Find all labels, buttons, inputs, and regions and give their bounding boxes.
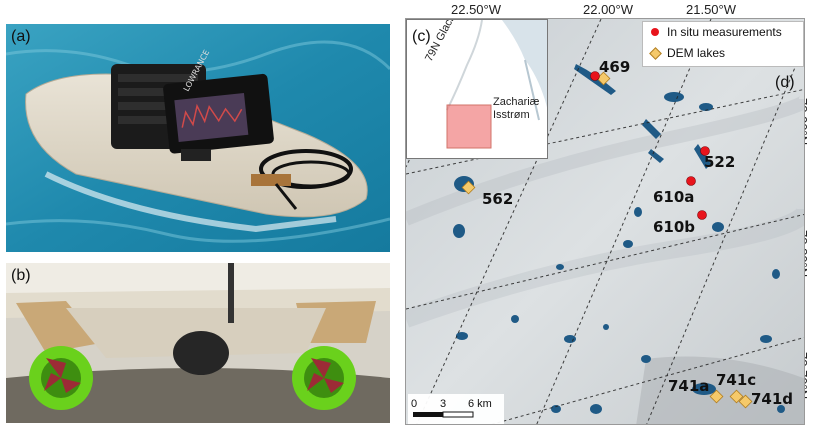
dem-lake-741c-marker	[729, 389, 744, 404]
inset-map-panel-c: (c) 79N Glacier Zachariæ Isstrøm	[406, 19, 548, 159]
lon-label-2: 22.00°W	[583, 2, 634, 17]
lake-label-562: 562	[482, 190, 513, 208]
lake-label-741d: 741d	[751, 390, 793, 408]
lake-label-469: 469	[599, 58, 630, 76]
in-situ-522-marker	[700, 146, 710, 156]
dem-lake-562-marker	[461, 180, 476, 195]
inset-isstrom-label: Zachariæ Isstrøm	[493, 96, 540, 121]
scale-tick-6: 6 km	[468, 398, 492, 410]
in-situ-610b-marker	[697, 210, 707, 220]
panel-label-d: (d)	[775, 74, 795, 91]
legend-dem-label: DEM lakes	[667, 46, 726, 60]
panel-label-b: (b)	[11, 267, 31, 284]
scale-tick-0: 0	[411, 398, 417, 410]
panel-label-a: (a)	[11, 28, 31, 45]
legend-in-situ-label: In situ measurements	[667, 25, 782, 39]
inset-study-area-box	[446, 104, 492, 149]
legend-in-situ-marker	[651, 28, 659, 36]
map-legend: In situ measurements DEM lakes	[642, 21, 804, 67]
lon-label-3: 21.50°W	[686, 2, 737, 17]
photo-panel-b: (b)	[6, 263, 390, 423]
lake-label-610a: 610a	[653, 188, 694, 206]
dem-lake-741a-marker	[709, 389, 724, 404]
legend-dem-marker	[649, 47, 662, 60]
panel-label-c: (c)	[412, 28, 431, 45]
photo-panel-a: LOWRANCE (a)	[6, 24, 390, 252]
scale-bar-black	[413, 412, 443, 417]
dem-lake-741d-marker	[738, 394, 753, 409]
satellite-map-panel-d: 469 522 562 610a 610b 741a 741c 741d 0 3…	[405, 18, 805, 425]
in-situ-469-marker	[590, 71, 600, 81]
lake-label-610b: 610b	[653, 218, 695, 236]
lake-label-741c: 741c	[716, 371, 756, 389]
lake-label-522: 522	[704, 153, 735, 171]
scale-bar-white	[442, 411, 474, 418]
scale-tick-3: 3	[440, 398, 446, 410]
lake-label-741a: 741a	[668, 377, 709, 395]
dem-lake-469-marker	[596, 71, 611, 86]
scale-bar-box	[408, 394, 504, 424]
in-situ-610a-marker	[686, 176, 696, 186]
lon-label-1: 22.50°W	[451, 2, 502, 17]
